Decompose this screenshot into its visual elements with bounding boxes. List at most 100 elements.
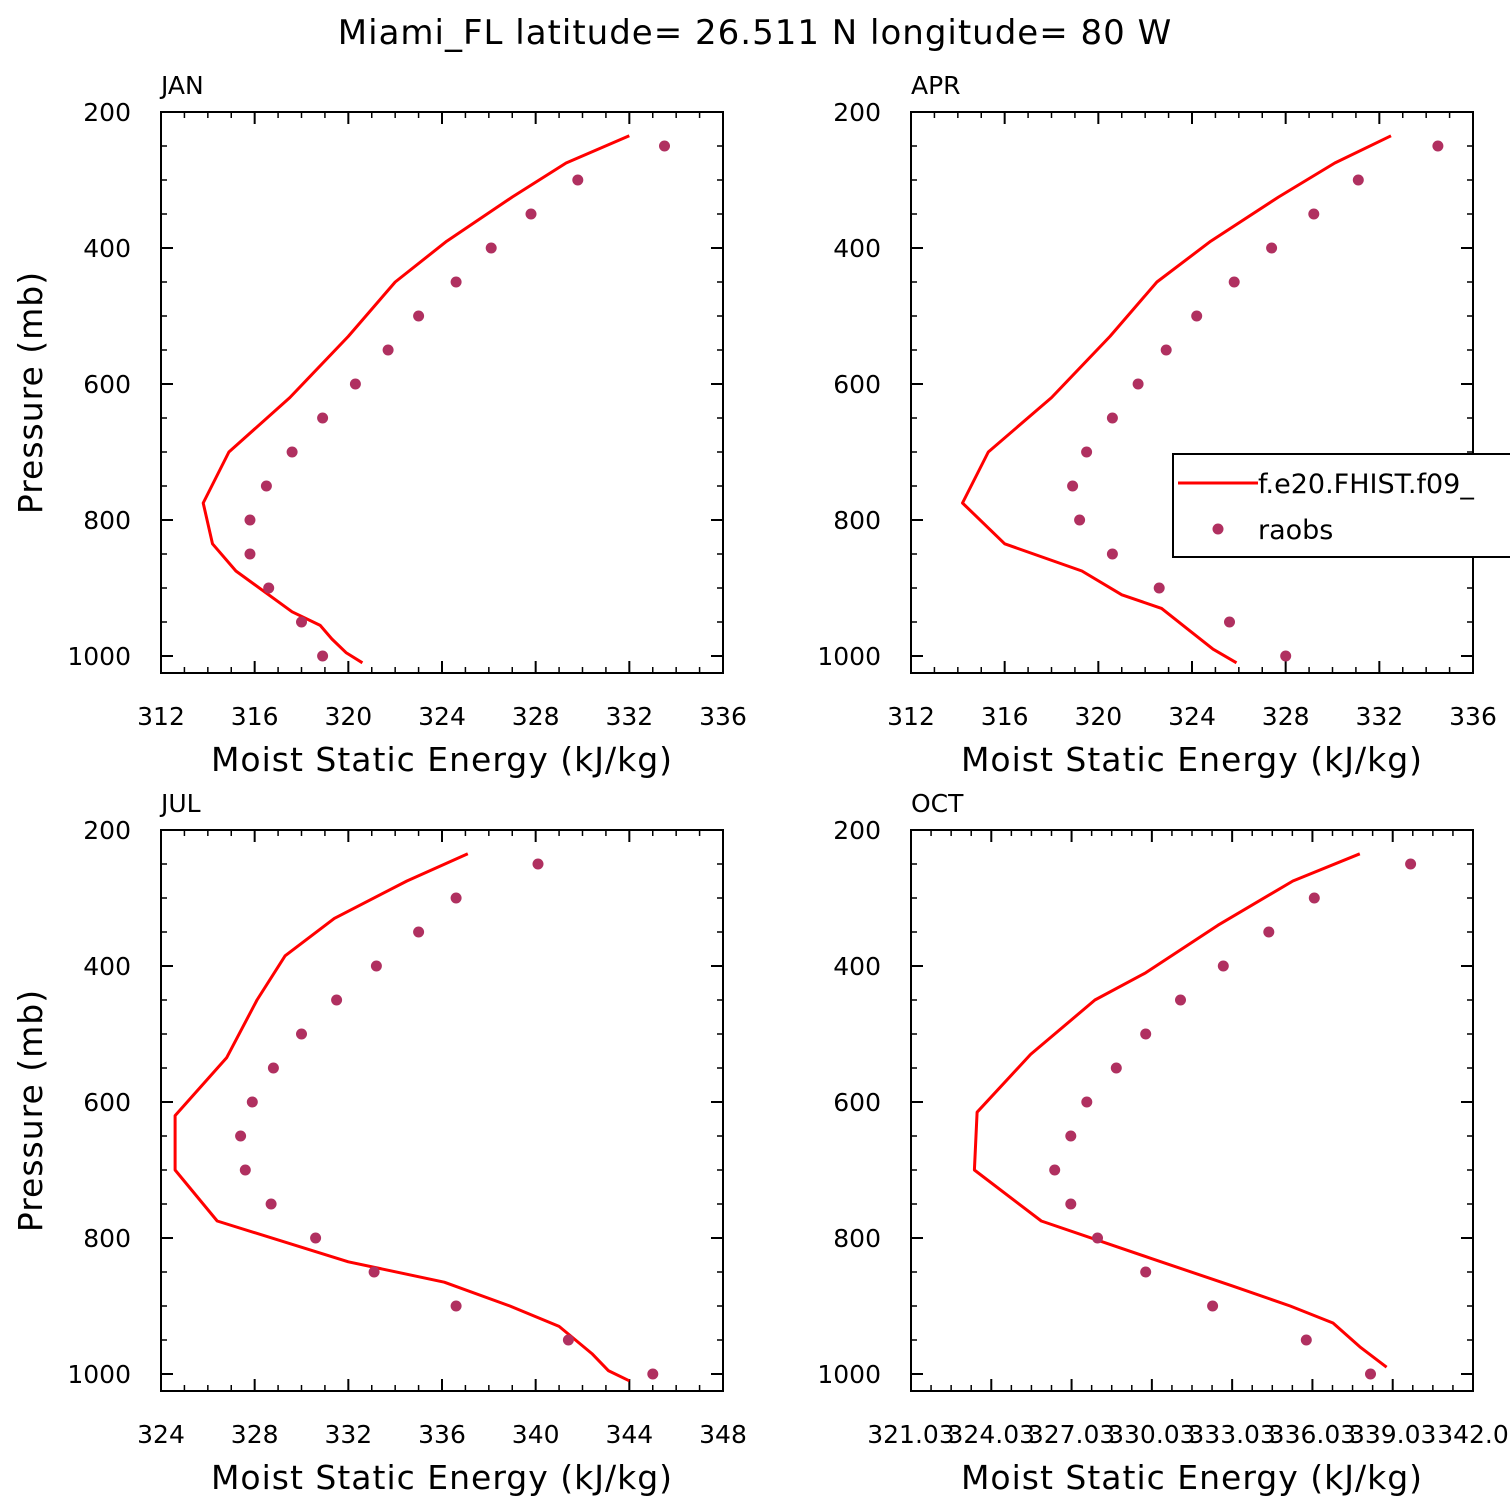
raobs-point [1160,344,1172,356]
legend: f.e20.FHIST.f09_ raobs [1172,453,1510,558]
raobs-point [296,616,307,628]
raobs-point [1065,1130,1077,1142]
model-profile-line [173,852,630,1383]
raobs-point [263,582,275,594]
raobs-point [1110,1062,1122,1074]
y-tick-label: 1000 [817,1360,881,1389]
model-profile-line [201,134,630,665]
raobs-point [1065,1198,1077,1210]
panel-apr: APR 312 316 320 324 328 332 336 200 400 600 800 1000… [817,71,1496,779]
y-tick-label: 600 [833,1088,881,1117]
panels: JAN 312 316 320 324 328 332 336 200 400 600 800 1000… [11,71,1509,1497]
raobs-point [1140,1266,1152,1278]
raobs-point [1081,446,1093,458]
plot-frame [160,111,724,674]
raobs-point [331,994,343,1006]
x-tick-label: 312 [137,702,185,731]
raobs-point [532,858,544,870]
raobs-point [239,1164,251,1176]
raobs-point [1280,650,1292,662]
y-tick-label: 200 [833,98,881,127]
figure-title: Miami_FL latitude= 26.511 N longitude= 8… [338,13,1172,53]
y-tick-label: 800 [83,1224,131,1253]
raobs-point [244,548,256,560]
raobs-point [1153,582,1165,594]
raobs-point [562,1334,574,1346]
raobs-point [659,140,670,152]
x-axis-label: Moist Static Energy (kJ/kg) [961,740,1423,779]
legend-obs-label: raobs [1258,515,1333,546]
x-tick-label: 328 [231,1420,279,1449]
raobs-point [382,344,394,356]
x-tick-label: 324 [418,702,466,731]
raobs-point [267,1062,279,1074]
raobs-point [1049,1164,1061,1176]
y-tick-label: 1000 [67,642,131,671]
x-tick-label: 332 [324,1420,372,1449]
raobs-point [1175,994,1186,1006]
panel-title: JUL [159,789,201,818]
panel-title: OCT [911,789,964,818]
x-tick-label: 342.0 [1437,1420,1509,1449]
x-tick-label: 312 [887,702,935,731]
x-tick-label: 321.03 [867,1420,954,1449]
panel-title: JAN [159,71,204,100]
y-tick-label: 200 [83,816,131,845]
plot-frame [160,829,724,1392]
raobs-point [244,514,256,526]
y-tick-label: 200 [83,98,131,127]
raobs-point [265,1198,277,1210]
raobs-point [370,960,382,972]
y-tick-label: 800 [83,506,131,535]
raobs-point [485,242,497,254]
raobs-point [296,1028,307,1040]
x-axis-label: Moist Static Energy (kJ/kg) [211,1458,673,1497]
y-tick-label: 600 [83,1088,131,1117]
y-axis-label: Pressure (mb) [11,989,50,1232]
panel-title: APR [911,71,961,100]
x-tick-label: 336 [699,702,747,731]
panel-jan: JAN 312 316 320 324 328 332 336 200 400 600 800 1000… [11,71,747,779]
raobs-point [1266,242,1278,254]
legend-obs-swatch [1212,523,1224,535]
raobs-point [1228,276,1240,288]
raobs-point [413,310,425,322]
raobs-point [525,208,537,220]
raobs-point [1263,926,1275,938]
x-tick-label: 316 [231,702,279,731]
y-tick-label: 600 [833,370,881,399]
x-tick-label: 336.03 [1269,1420,1356,1449]
legend-box [1172,453,1510,558]
x-tick-label: 330.03 [1108,1420,1195,1449]
raobs-point [246,1096,258,1108]
raobs-point [450,892,462,904]
y-tick-label: 1000 [67,1360,131,1389]
x-tick-label: 327.03 [1028,1420,1115,1449]
panel-jul: JUL 324 328 332 336 340 344 348 200 400 600 800 1000… [11,789,747,1497]
y-axis-label: Pressure (mb) [11,271,50,514]
raobs-point [1405,858,1417,870]
legend-model-label: f.e20.FHIST.f09_ [1258,469,1474,500]
y-tick-label: 1000 [817,642,881,671]
raobs-point [368,1266,380,1278]
raobs-point [1081,1096,1093,1108]
panel-oct: OCT321.03324.03327.03330.03333.03336.033… [817,789,1508,1497]
x-tick-label: 348 [699,1420,747,1449]
x-tick-label: 340 [512,1420,560,1449]
raobs-point [349,378,361,390]
y-tick-label: 800 [833,506,881,535]
raobs-point [413,926,425,938]
raobs-point [235,1130,247,1142]
raobs-point [1365,1368,1376,1380]
raobs-point [647,1368,659,1380]
x-tick-label: 324.03 [948,1420,1035,1449]
y-tick-label: 600 [83,370,131,399]
raobs-point [260,480,272,492]
raobs-point [450,1300,462,1312]
raobs-point [1106,412,1118,424]
raobs-point [1308,892,1320,904]
x-tick-label: 328 [1262,702,1310,731]
raobs-point [1432,140,1444,152]
x-tick-label: 316 [981,702,1029,731]
